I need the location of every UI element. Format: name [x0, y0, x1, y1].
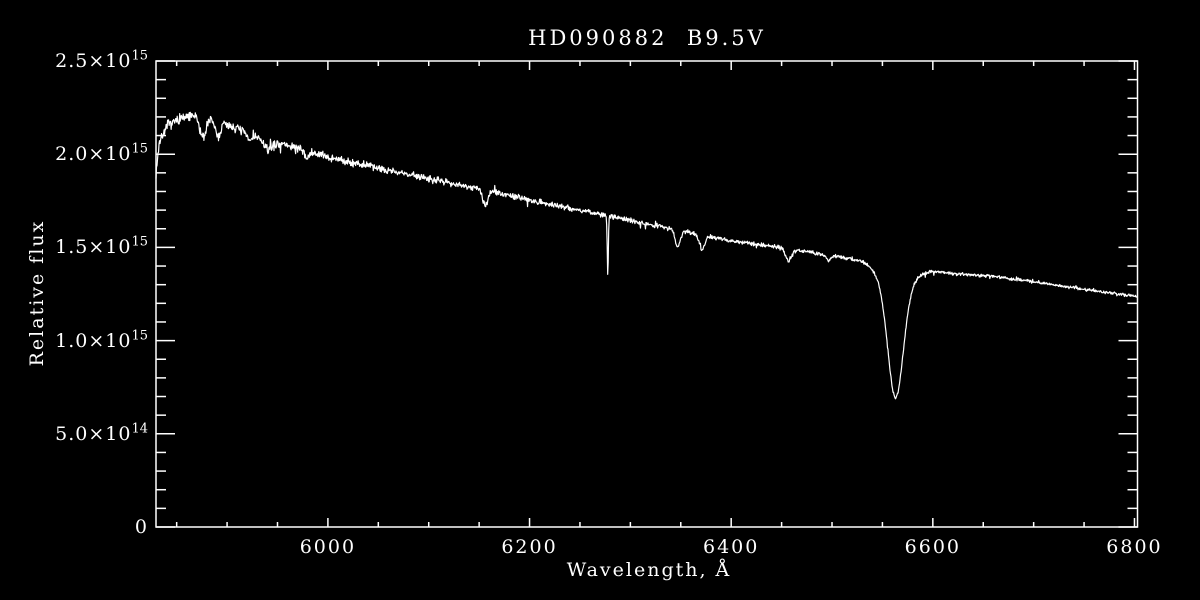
y-tick-label: 5.0×1014: [55, 421, 148, 445]
x-tick-label: 6400: [703, 536, 760, 558]
y-tick-label: 1.5×1015: [55, 235, 148, 259]
x-tick-label: 6800: [1106, 536, 1163, 558]
x-axis-label: Wavelength, Å: [566, 559, 732, 581]
y-tick-label: 2.0×1015: [55, 141, 148, 166]
plot-title: HD090882 B9.5V: [528, 26, 766, 50]
x-tick-label: 6000: [299, 536, 357, 558]
x-tick-label: 6600: [904, 536, 961, 558]
spectrum-line: [155, 111, 1139, 400]
x-tick-label: 6200: [501, 536, 558, 558]
y-tick-label: 0: [134, 516, 148, 538]
y-tick-label: 2.5×1015: [55, 48, 148, 72]
plot-border: [155, 60, 1139, 528]
y-tick-label: 1.0×1015: [55, 328, 148, 352]
